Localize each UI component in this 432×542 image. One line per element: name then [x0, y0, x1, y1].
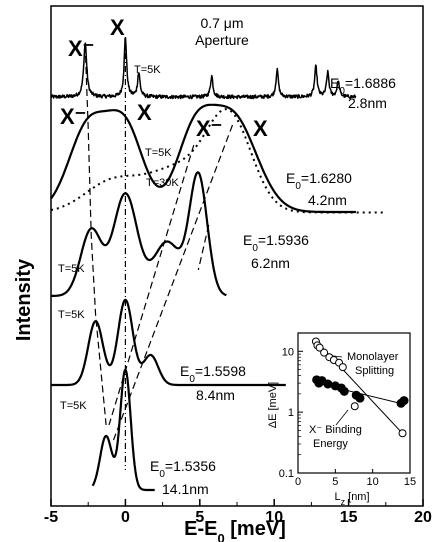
peak-label-trion-1: X⁻ — [68, 36, 94, 61]
x-tick-label-0: -5 — [44, 509, 58, 526]
monolayer-point-2 — [315, 343, 324, 352]
temp-label-5: T=5K — [60, 400, 87, 412]
temp-label-3: T=5K — [58, 263, 85, 275]
peak-label-exciton-3: X — [253, 116, 268, 141]
binding-point-3 — [323, 379, 333, 389]
trion-guide — [84, 44, 107, 426]
width-label-4: 8.4nm — [196, 387, 235, 403]
inset-y-tick-label-1: 1 — [288, 407, 294, 419]
energy-label-2: E0=1.6280 — [286, 170, 352, 192]
binding-pointer — [335, 409, 349, 426]
temp-label-1: T=5K — [134, 64, 161, 76]
monolayer-point-7 — [338, 363, 347, 372]
monolayer-point-8 — [350, 402, 359, 411]
spectrum-1 — [50, 36, 357, 100]
guide-3 — [197, 224, 210, 271]
inset-plot: 0 5 10 15 0.1 1 10 Monolayer Splitting X⁻ Bind… — [267, 332, 416, 507]
monolayer-point-3 — [320, 348, 329, 357]
main-x-ticks: -5 0 5 10 15 20 — [44, 499, 432, 526]
spectrum-5 — [91, 368, 156, 492]
inset-y-tick-label-0: 0.1 — [279, 468, 294, 480]
aperture-size-label: 0.7 μm — [200, 15, 243, 31]
temp-label-2: T=5K — [145, 147, 172, 159]
energy-label-1: E0=1.6886 — [330, 75, 396, 97]
monolayer-point-9 — [398, 429, 407, 438]
main-x-axis-label: E-E0 [meV] — [184, 518, 286, 542]
inset-label-energy: Energy — [313, 438, 348, 450]
inset-label-splitting: Splitting — [355, 365, 394, 377]
inset-x-tick-label-2: 10 — [367, 476, 379, 488]
inset-ticks: 0 5 10 15 0.1 1 10 — [279, 332, 416, 488]
energy-label-3: E0=1.5936 — [243, 232, 309, 254]
inset-x-axis-label: Lz [nm] — [334, 491, 369, 507]
temp-label-4: T=5K — [58, 309, 85, 321]
energy-label-5: E0=1.5356 — [150, 458, 216, 480]
exciton-guide-2 — [112, 124, 234, 441]
inset-y-tick-label-2: 10 — [282, 346, 294, 358]
inset-label-binding: X⁻ Binding — [309, 424, 362, 436]
binding-point-6 — [339, 386, 349, 396]
x-tick-label-3: 10 — [265, 509, 283, 526]
x-tick-label-1: 0 — [121, 509, 130, 526]
inset-label-monolayer: Monolayer — [347, 351, 399, 363]
inset-x-tick-label-3: 15 — [404, 476, 416, 488]
spectrum-2 — [50, 103, 357, 214]
inset-points — [311, 337, 409, 438]
main-y-axis-label: Intensity — [13, 258, 35, 341]
inset-x-tick-label-1: 5 — [332, 476, 338, 488]
spectrum-3 — [50, 171, 228, 298]
inset-y-axis-label: ΔE [meV] — [267, 382, 279, 428]
binding-point-10 — [399, 396, 409, 406]
energy-label-4: E0=1.5598 — [180, 363, 246, 385]
width-label-2: 4.2nm — [308, 192, 347, 208]
peak-label-exciton-2: X — [137, 100, 152, 125]
x-tick-label-2: 5 — [195, 509, 204, 526]
inset-x-tick-label-0: 0 — [295, 476, 301, 488]
peak-label-trion-3: X⁻ — [196, 116, 222, 141]
peak-label-trion-2: X⁻ — [60, 104, 86, 129]
binding-point-8 — [355, 393, 365, 403]
peak-label-exciton-1: X — [110, 15, 125, 40]
x-tick-label-5: 20 — [414, 509, 432, 526]
width-label-1: 2.8nm — [348, 95, 387, 111]
width-label-5: 14.1nm — [162, 481, 209, 497]
aperture-label: Aperture — [195, 32, 249, 48]
width-label-3: 6.2nm — [251, 255, 290, 271]
temp-label-30k: T=30K — [146, 177, 179, 189]
spectra-group — [50, 36, 386, 492]
spectrum-4 — [50, 298, 287, 387]
x-tick-label-4: 15 — [340, 509, 358, 526]
